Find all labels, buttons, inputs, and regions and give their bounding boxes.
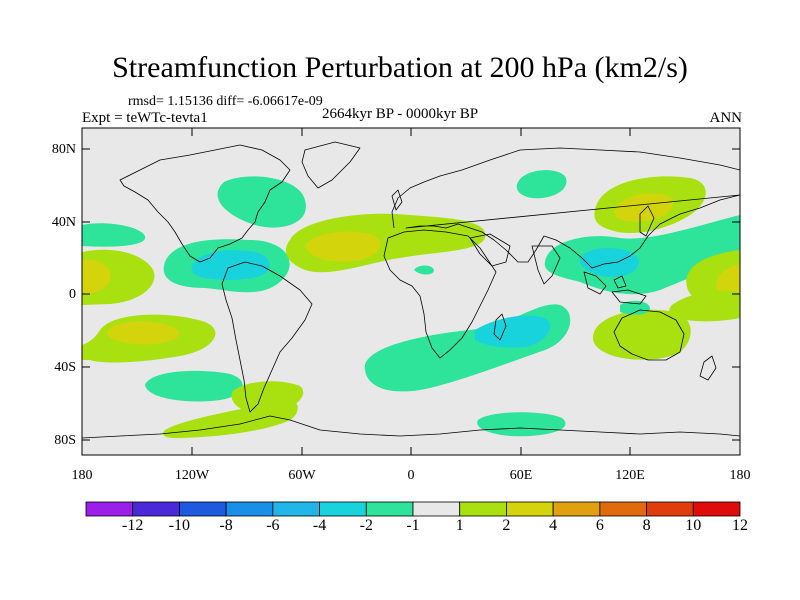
- period-label: 2664kyr BP - 0000kyr BP: [322, 106, 479, 122]
- colorbar-label: -4: [312, 517, 327, 534]
- lat-label-80s: 80S: [54, 433, 76, 448]
- colorbar-label: 6: [595, 517, 604, 534]
- contour-region-south-pacific-core: [107, 321, 180, 345]
- colorbar-label: 2: [502, 517, 511, 534]
- colorbar-label: -8: [219, 517, 233, 534]
- lat-label-0: 0: [69, 287, 76, 302]
- contour-region-west-pacific-core: [579, 248, 639, 278]
- contour-region-australia: [592, 309, 691, 360]
- coast-madagascar: [493, 313, 507, 341]
- colorbar-swatch: [85, 501, 134, 517]
- colorbar-swatch: [506, 501, 554, 517]
- colorbar-label: -6: [266, 517, 280, 534]
- lat-label-40n: 40N: [51, 215, 76, 230]
- lon-label-180-east: 180: [729, 468, 751, 483]
- contour-region-southeast-pacific: [145, 370, 243, 402]
- contour-region-australia-east: [620, 300, 650, 315]
- contour-region-south-indian-core: [475, 315, 551, 348]
- colorbar-swatch: [272, 501, 320, 517]
- colorbar-swatch: [319, 501, 367, 517]
- contour-region-east-asia-core: [614, 193, 674, 222]
- colorbar-swatch: [225, 501, 274, 517]
- colorbar-label: 8: [642, 517, 651, 534]
- chart-title: Streamfunction Perturbation at 200 hPa (…: [112, 51, 688, 84]
- coast-japan: [639, 205, 655, 237]
- contour-region-east-australia: [669, 290, 740, 322]
- coast-antarctica: [82, 415, 740, 439]
- colorbar-label: 10: [685, 517, 702, 534]
- colorbar-swatch: [599, 501, 647, 517]
- lon-label-180-west: 180: [71, 468, 93, 483]
- coast-south-america: [221, 261, 313, 413]
- colorbar-swatch: [365, 501, 414, 517]
- lat-label-40s: 40S: [54, 360, 76, 375]
- lon-label-120e: 120E: [615, 468, 645, 483]
- colorbar-swatch: [552, 501, 601, 517]
- season-label: ANN: [709, 110, 743, 126]
- colorbar: [85, 501, 741, 517]
- contour-region-antarctic-pacific: [163, 399, 298, 438]
- lat-label-80n: 80N: [51, 142, 76, 157]
- contour-region-central-atlantic-core: [305, 231, 381, 262]
- stats-text: rmsd= 1.15136 diff= -6.06617e-09: [128, 94, 323, 109]
- coast-arabia: [469, 233, 511, 267]
- coast-australia: [613, 309, 685, 361]
- axis-ticks: [82, 128, 740, 455]
- coast-north-america: [119, 144, 291, 263]
- colorbar-label: 4: [549, 517, 558, 534]
- coast-eurasia: [391, 147, 740, 269]
- colorbar-swatch: [179, 501, 227, 517]
- coast-new-zealand: [699, 355, 717, 381]
- lon-label-60e: 60E: [509, 468, 533, 483]
- lon-label-120w: 120W: [174, 468, 210, 483]
- contour-shading: [82, 170, 740, 438]
- contour-region-north-pacific-stripe: [82, 223, 146, 247]
- contour-region-caribbean-core: [191, 250, 270, 280]
- contour-region-antarctic-indian: [477, 412, 566, 437]
- contour-region-africa-blob: [414, 265, 434, 275]
- contour-region-north-atlantic: [217, 176, 306, 228]
- coast-africa: [383, 229, 497, 359]
- coast-se-asia: [583, 271, 647, 305]
- colorbar-swatch: [646, 501, 694, 517]
- colorbar-label: -1: [406, 517, 420, 534]
- colorbar-swatch: [692, 501, 741, 517]
- colorbar-swatch: [412, 501, 461, 517]
- coast-india: [531, 245, 561, 285]
- colorbar-label: 12: [732, 517, 748, 534]
- coast-british-isles: [391, 189, 403, 211]
- contour-region-eastern-europe: [516, 170, 567, 199]
- lon-label-0: 0: [407, 468, 415, 483]
- colorbar-swatch: [132, 501, 180, 517]
- colorbar-label: -10: [168, 517, 191, 534]
- colorbar-label: 1: [455, 517, 464, 534]
- colorbar-swatch: [459, 501, 507, 517]
- contour-region-north-pacific-left-core: [82, 259, 111, 295]
- colorbar-label: -2: [359, 517, 373, 534]
- coastlines: [82, 141, 740, 439]
- colorbar-label: -12: [122, 517, 144, 534]
- lon-label-60w: 60W: [288, 468, 316, 483]
- coast-greenland: [301, 141, 361, 189]
- experiment-label: Expt = teWTc-tevta1: [82, 110, 208, 126]
